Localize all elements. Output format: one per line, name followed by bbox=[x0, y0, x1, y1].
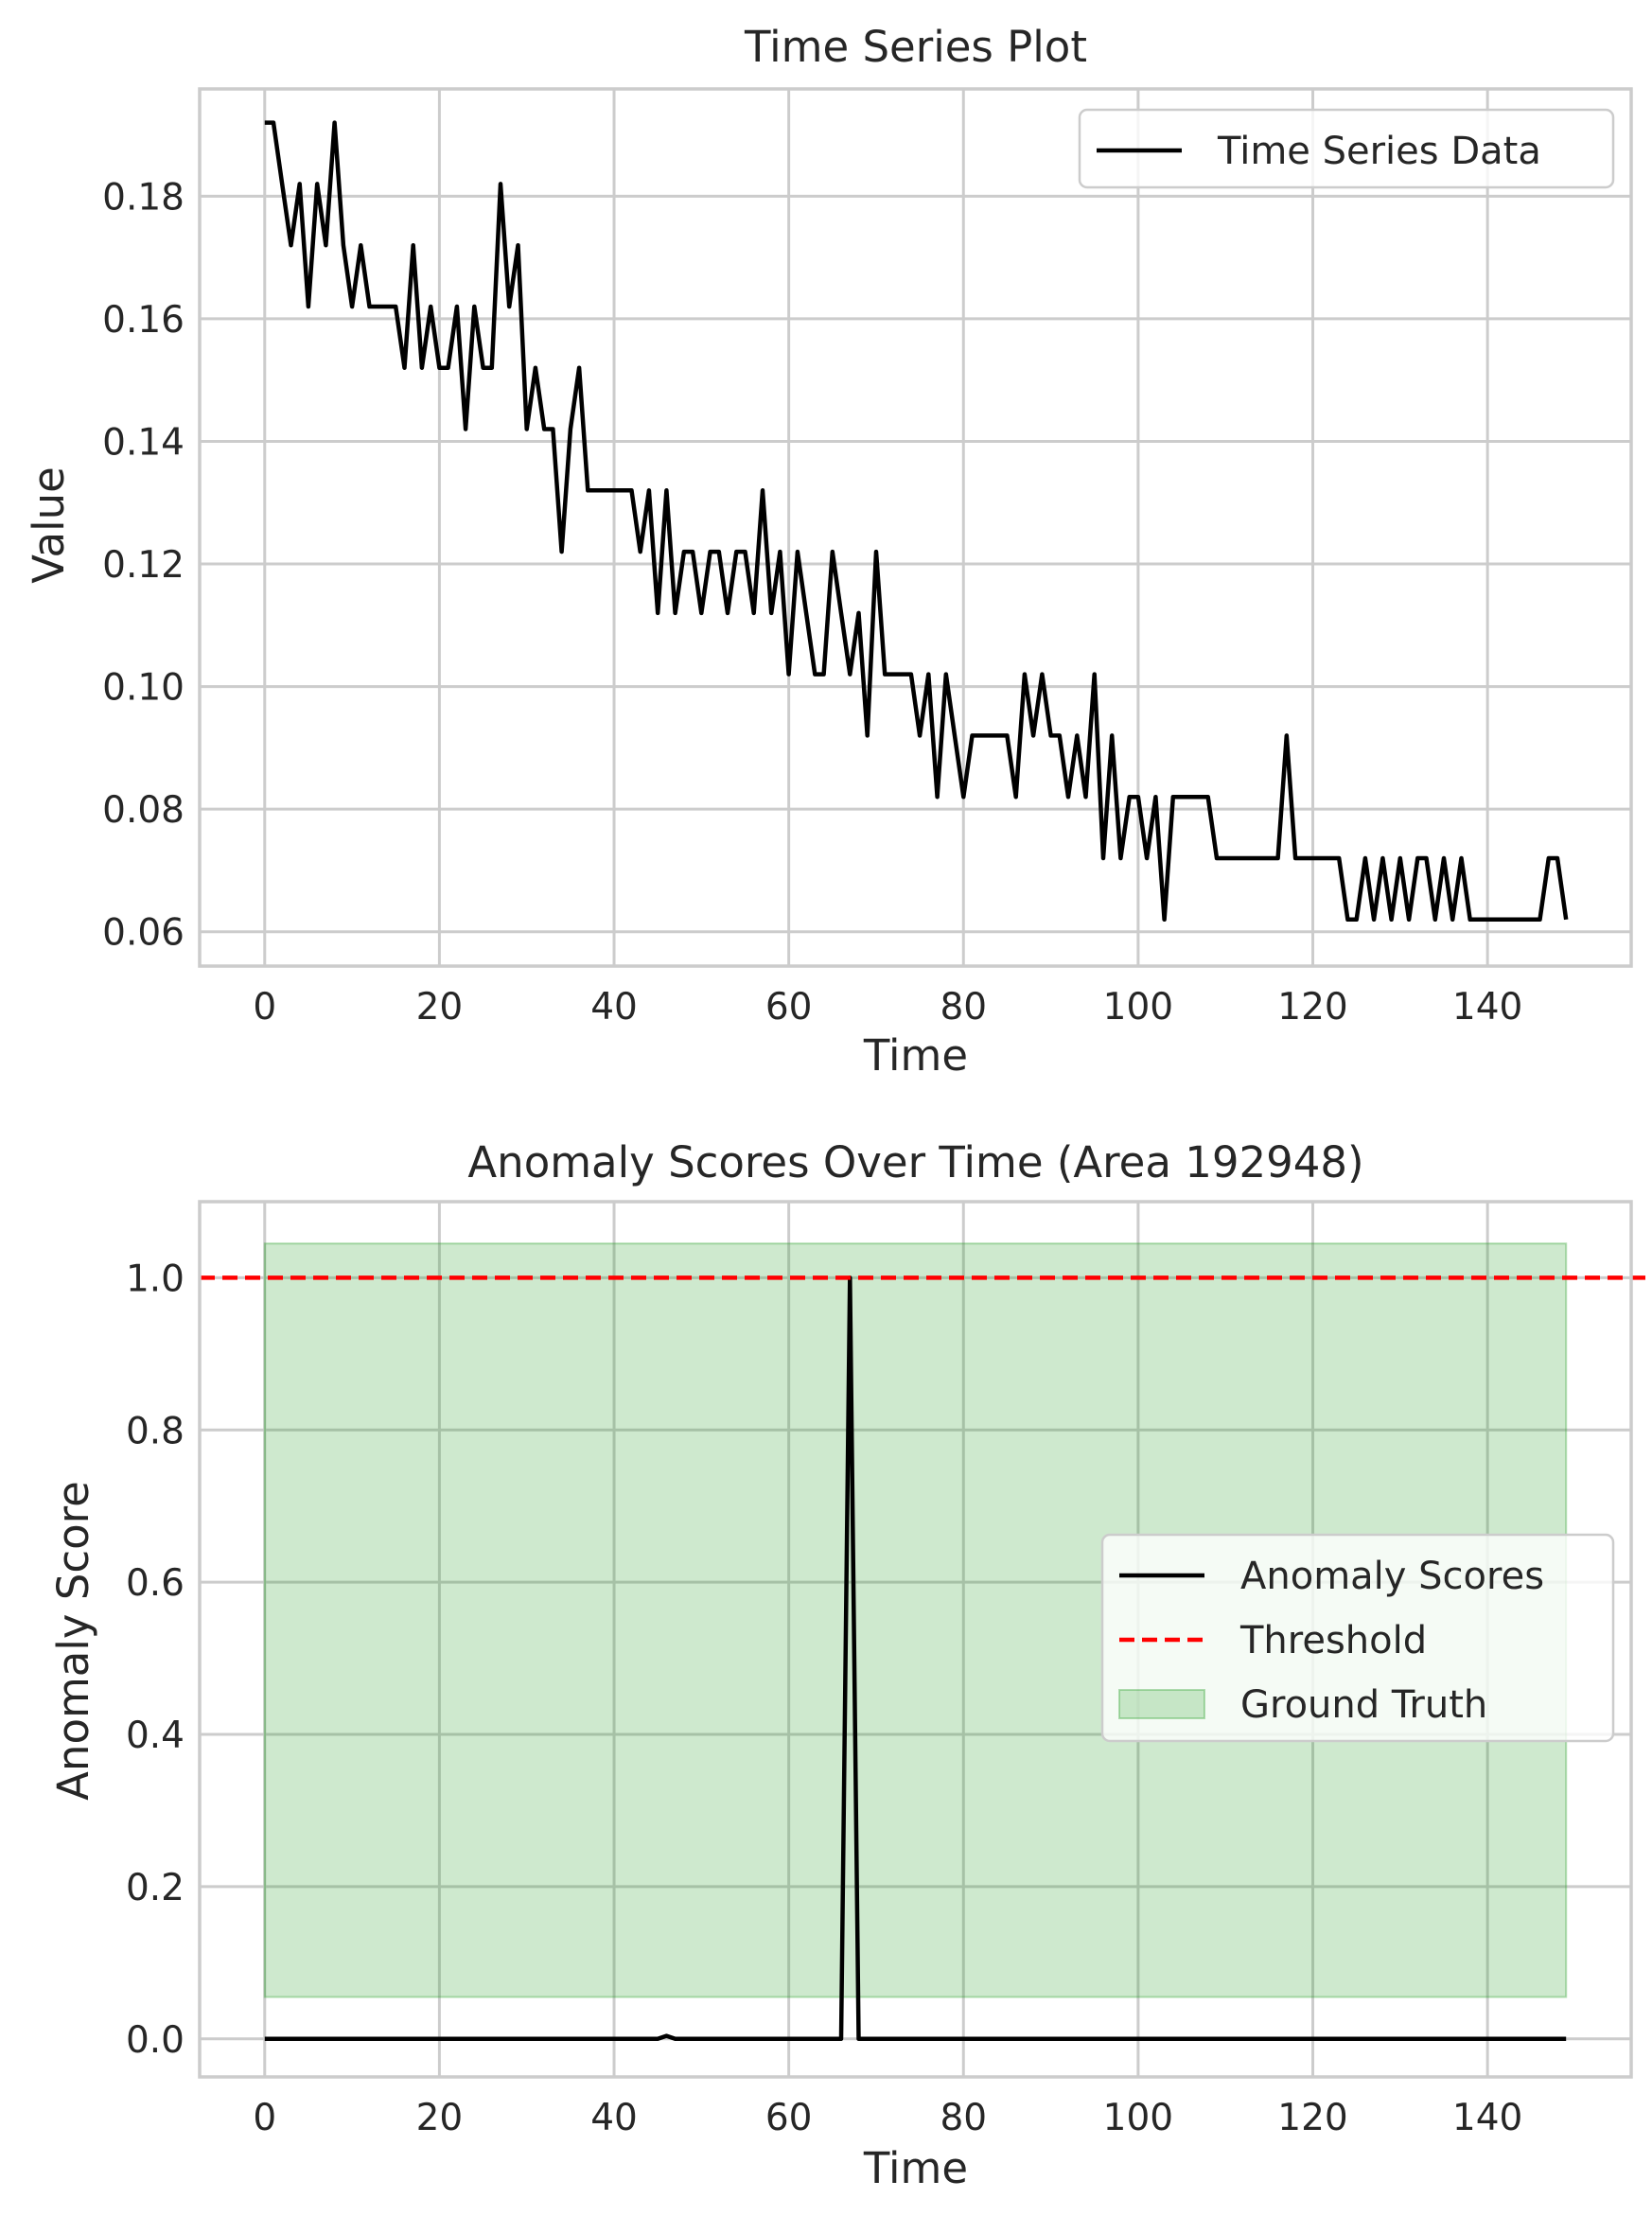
y-tick-label: 0.16 bbox=[102, 299, 185, 342]
y-tick-label: 0.2 bbox=[126, 1867, 185, 1909]
legend-box bbox=[1078, 108, 1615, 189]
legend-label: Anomaly Scores bbox=[1240, 1555, 1544, 1598]
x-tick-label: 120 bbox=[1277, 986, 1347, 1029]
y-tick-label: 0.08 bbox=[102, 789, 185, 832]
time-series-chart: Time Series Plot Time Value 0 20 40 60 80 100… bbox=[24, 22, 1633, 1081]
y-tick-label: 0.06 bbox=[102, 912, 185, 955]
x-axis-label: Time bbox=[863, 1030, 968, 1081]
axes-frame bbox=[198, 87, 1633, 968]
legend-label: Ground Truth bbox=[1240, 1683, 1487, 1727]
legend: Anomaly Scores Threshold Ground Truth bbox=[1100, 1533, 1615, 1743]
x-tick-label: 140 bbox=[1452, 986, 1522, 1029]
axes-frame bbox=[198, 1200, 1633, 2079]
y-tick-label: 1.0 bbox=[126, 1257, 185, 1300]
x-tick-label: 80 bbox=[940, 2097, 987, 2139]
legend-label: Time Series Data bbox=[1217, 130, 1541, 173]
y-tick-label: 0.14 bbox=[102, 421, 185, 464]
x-tick-label: 20 bbox=[416, 2097, 464, 2139]
x-tick-label: 60 bbox=[765, 2097, 813, 2139]
series-line bbox=[264, 1275, 1567, 2042]
series-line bbox=[264, 120, 1569, 923]
x-tick-label: 0 bbox=[253, 986, 276, 1029]
plot-area bbox=[200, 89, 1631, 966]
legend-box bbox=[1100, 1533, 1615, 1743]
anomaly-scores-chart: Anomaly Scores Over Time (Area 192948) T… bbox=[48, 1137, 1652, 2193]
y-axis-label: Anomaly Score bbox=[48, 1481, 98, 1801]
x-tick-label: 120 bbox=[1277, 2097, 1347, 2139]
y-tick-label: 0.8 bbox=[126, 1410, 185, 1452]
x-tick-label: 0 bbox=[253, 2097, 276, 2139]
y-tick-label: 0.18 bbox=[102, 176, 185, 219]
chart-title: Anomaly Scores Over Time (Area 192948) bbox=[467, 1137, 1363, 1187]
x-tick-label: 80 bbox=[940, 986, 987, 1029]
x-tick-label: 60 bbox=[765, 986, 813, 1029]
x-axis-label: Time bbox=[863, 2143, 968, 2193]
x-tick-label: 140 bbox=[1452, 2097, 1522, 2139]
legend: Time Series Data bbox=[1078, 108, 1615, 189]
x-tick-label: 20 bbox=[416, 986, 464, 1029]
x-tick-label: 40 bbox=[590, 2097, 638, 2139]
y-tick-label: 0.10 bbox=[102, 667, 185, 710]
x-tick-label: 40 bbox=[590, 986, 638, 1029]
y-tick-label: 0.12 bbox=[102, 544, 185, 587]
x-tick-label: 100 bbox=[1103, 986, 1173, 1029]
y-tick-label: 0.6 bbox=[126, 1562, 185, 1605]
y-axis-label: Value bbox=[24, 466, 74, 584]
chart-title: Time Series Plot bbox=[744, 22, 1087, 72]
y-tick-label: 0.0 bbox=[126, 2019, 185, 2062]
x-tick-label: 100 bbox=[1103, 2097, 1173, 2139]
legend-swatch bbox=[1118, 1689, 1205, 1719]
legend-label: Threshold bbox=[1239, 1619, 1427, 1662]
y-tick-label: 0.4 bbox=[126, 1715, 185, 1757]
